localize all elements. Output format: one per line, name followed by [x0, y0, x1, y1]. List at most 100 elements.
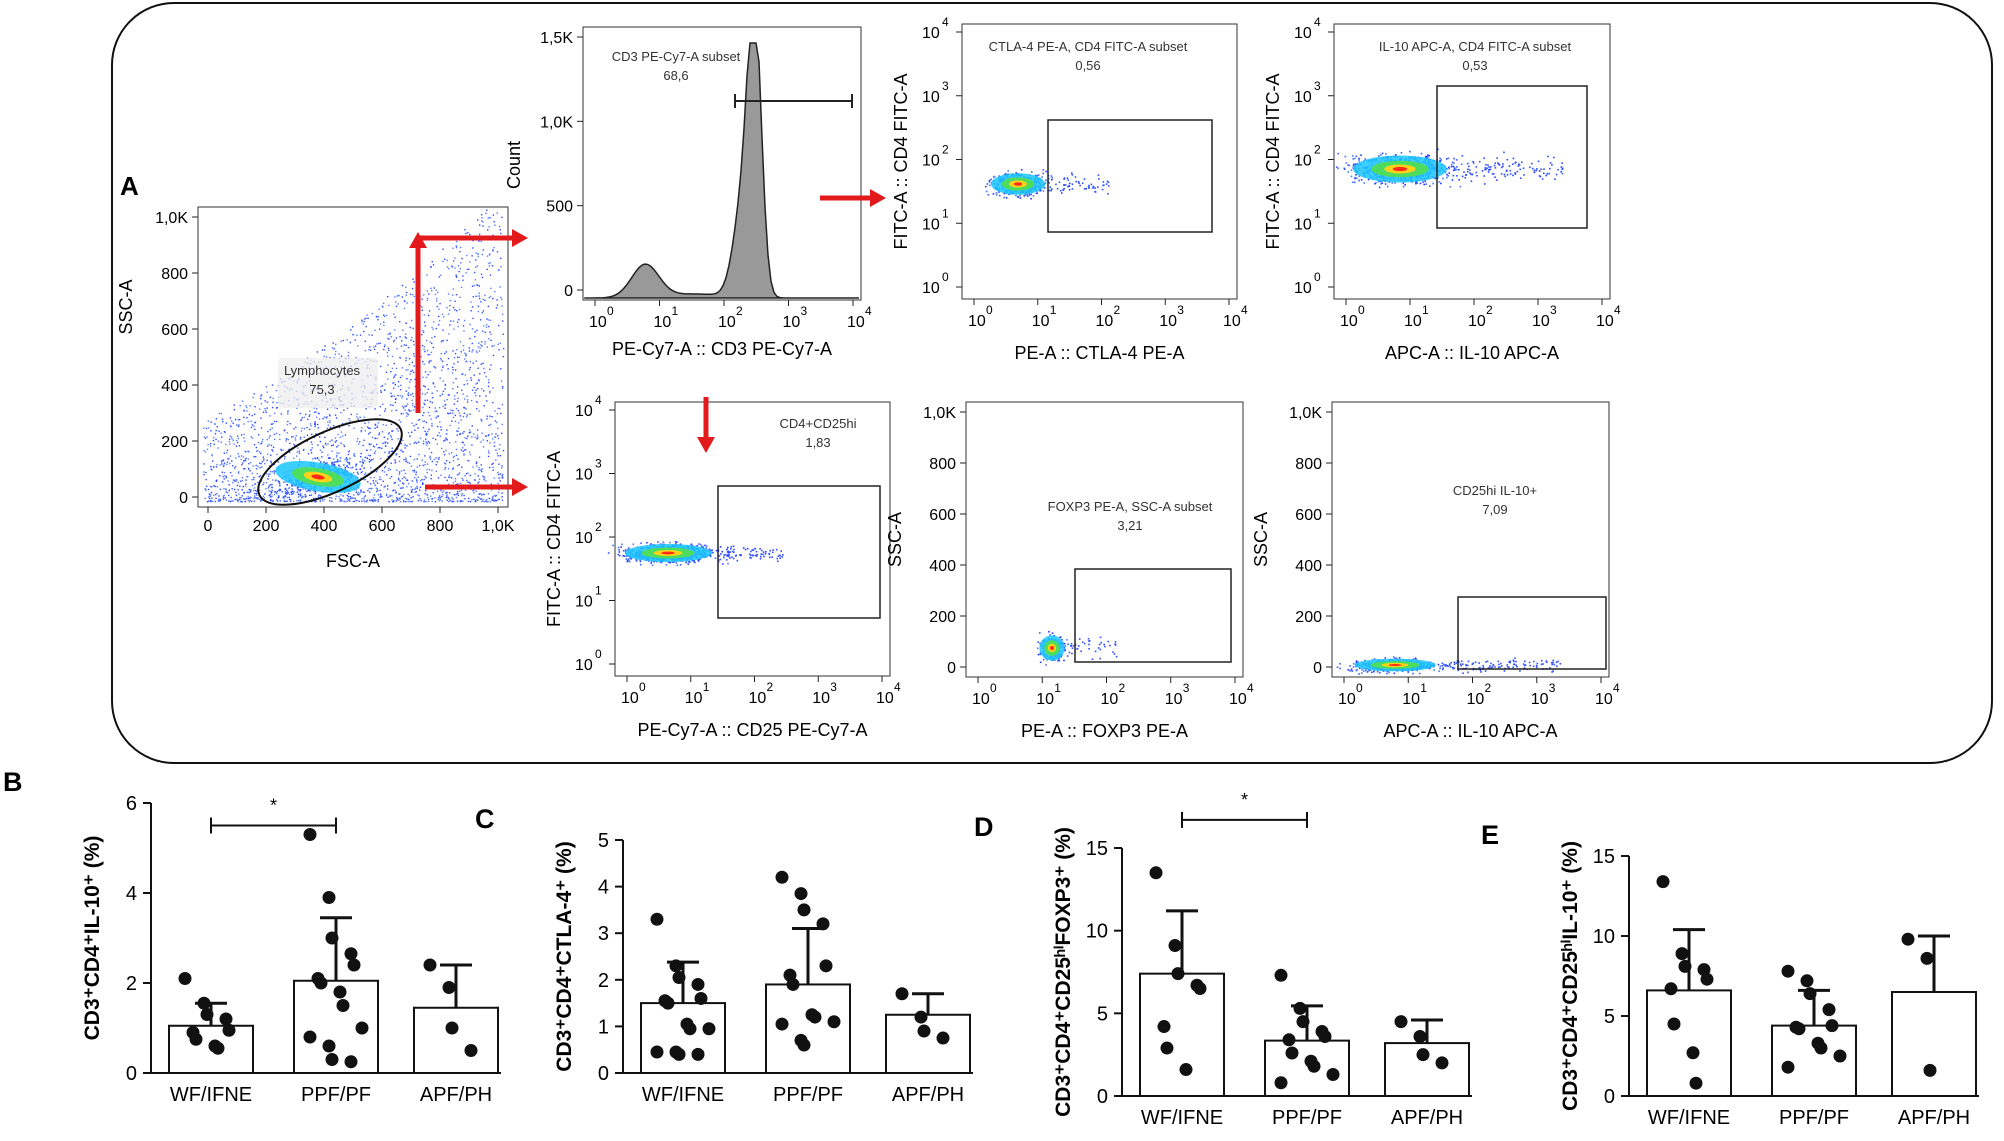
plot-lymphocytes-event	[283, 500, 285, 503]
plot-lymphocytes-event	[280, 448, 282, 450]
plot-il10-cd4-event	[1497, 163, 1500, 165]
plot-lymphocytes-event	[261, 440, 263, 443]
plot-lymphocytes-event	[356, 413, 358, 415]
plot-lymphocytes-event	[272, 499, 274, 502]
plot-lymphocytes-event	[449, 412, 452, 414]
plot-lymphocytes-event	[488, 433, 490, 436]
plot-lymphocytes-event	[445, 433, 448, 435]
plot-cd25-event	[726, 555, 729, 557]
plot-il10-cd4-xtick-exp: 1	[1422, 303, 1429, 317]
plot-lymphocytes-event	[477, 496, 479, 498]
plot-lymphocytes-event	[474, 279, 477, 281]
plot-lymphocytes-event	[296, 499, 298, 502]
plot-lymphocytes-event	[379, 489, 381, 492]
plot-lymphocytes-event	[491, 499, 493, 501]
plot-lymphocytes-event	[445, 460, 448, 462]
plot-lymphocytes-event	[487, 434, 490, 437]
plot-lymphocytes-event	[275, 420, 278, 423]
plot-lymphocytes-event	[430, 477, 432, 480]
plot-lymphocytes-event	[488, 265, 491, 267]
plot-cd3-histogram-frame	[582, 26, 862, 301]
plot-lymphocytes-core-event	[349, 457, 351, 460]
plot-lymphocytes-event	[335, 460, 338, 463]
plot-lymphocytes-event	[500, 232, 502, 235]
plot-lymphocytes-event	[233, 467, 236, 469]
plot-lymphocytes-event	[438, 406, 441, 409]
plot-cd25-event	[777, 555, 780, 557]
plot-lymphocytes-event	[319, 500, 321, 502]
plot-lymphocytes-event	[469, 453, 471, 456]
plot-lymphocytes-event	[298, 499, 300, 502]
plot-lymphocytes-event	[376, 482, 379, 484]
plot-lymphocytes-event	[362, 459, 364, 461]
plot-lymphocytes-event	[409, 500, 411, 503]
plot-lymphocytes-event	[235, 494, 238, 496]
plot-lymphocytes-event	[476, 429, 479, 431]
plot-lymphocytes-event	[222, 420, 224, 423]
plot-lymphocytes-event	[451, 387, 454, 390]
plot-lymphocytes-event	[399, 357, 402, 359]
plot-lymphocytes-event	[339, 436, 342, 439]
plot-lymphocytes-event	[394, 462, 396, 464]
plot-lymphocytes-event	[473, 498, 475, 501]
plot-lymphocytes-event	[279, 500, 281, 502]
plot-lymphocytes-event	[316, 456, 319, 459]
plot-lymphocytes-event	[481, 388, 483, 390]
plot-lymphocytes-event	[273, 493, 276, 496]
plot-lymphocytes-event	[358, 493, 361, 495]
plot-lymphocytes-event	[501, 403, 504, 406]
plot-il10-cd4-event	[1494, 176, 1496, 178]
plot-cd25-population-event	[715, 549, 718, 552]
plot-il10-cd4-population-event	[1350, 175, 1353, 178]
plot-lymphocytes-gate-value: 75,3	[309, 382, 334, 397]
plot-lymphocytes-event	[296, 486, 299, 488]
plot-cd25-population-event	[687, 563, 690, 565]
plot-il10-cd4-event	[1533, 169, 1536, 172]
plot-lymphocytes-event	[228, 500, 230, 502]
plot-ctla4-population-event	[1044, 182, 1047, 184]
plot-lymphocytes-event	[310, 494, 313, 496]
plot-lymphocytes-event	[331, 500, 333, 502]
plot-lymphocytes-event	[333, 458, 335, 460]
plot-lymphocytes-event	[461, 373, 463, 376]
plot-lymphocytes-event	[325, 444, 327, 446]
plot-lymphocytes-event	[363, 496, 366, 498]
plot-lymphocytes-event	[210, 430, 212, 432]
plot-lymphocytes-event	[224, 488, 227, 490]
plot-il10-cd4-event	[1458, 168, 1460, 171]
plot-cd25-event	[730, 548, 732, 550]
plot-lymphocytes-event	[421, 298, 423, 300]
plot-lymphocytes-event	[245, 451, 247, 453]
plot-lymphocytes-event	[382, 306, 384, 308]
plot-lymphocytes-event	[422, 331, 425, 333]
plot-lymphocytes-event	[413, 355, 415, 357]
plot-lymphocytes-event	[372, 497, 375, 499]
plot-lymphocytes-event	[489, 331, 491, 333]
plot-lymphocytes-event	[287, 410, 289, 412]
plot-il10-cd4-event	[1519, 168, 1521, 171]
plot-ctla4-xtick-base: 10	[1223, 313, 1241, 330]
plot-ctla4-event	[1106, 180, 1109, 183]
plot-lymphocytes-core-event	[297, 493, 300, 496]
plot-lymphocytes-event	[477, 379, 480, 381]
plot-lymphocytes-event	[363, 439, 365, 441]
plot-lymphocytes-event	[413, 471, 416, 473]
plot-lymphocytes-event	[439, 496, 441, 499]
plot-lymphocytes-event	[399, 376, 402, 379]
plot-lymphocytes-event	[232, 422, 234, 424]
plot-lymphocytes-event	[446, 496, 448, 498]
plot-lymphocytes-event	[370, 467, 372, 469]
plot-lymphocytes-event	[422, 464, 424, 467]
plot-il10-cd4-population-event	[1450, 163, 1453, 166]
plot-il10-cd4-event	[1512, 174, 1514, 177]
plot-lymphocytes-event	[410, 501, 413, 503]
plot-lymphocytes-event	[438, 432, 440, 434]
plot-lymphocytes-event	[436, 300, 438, 302]
plot-lymphocytes-event	[347, 351, 350, 354]
plot-lymphocytes-event	[444, 466, 447, 469]
plot-lymphocytes-event	[337, 433, 339, 436]
plot-lymphocytes-event	[381, 496, 383, 498]
plot-il10-cd4-population-event	[1440, 159, 1443, 161]
plot-lymphocytes-event	[426, 274, 428, 276]
plot-il10-cd4-event	[1533, 171, 1536, 174]
